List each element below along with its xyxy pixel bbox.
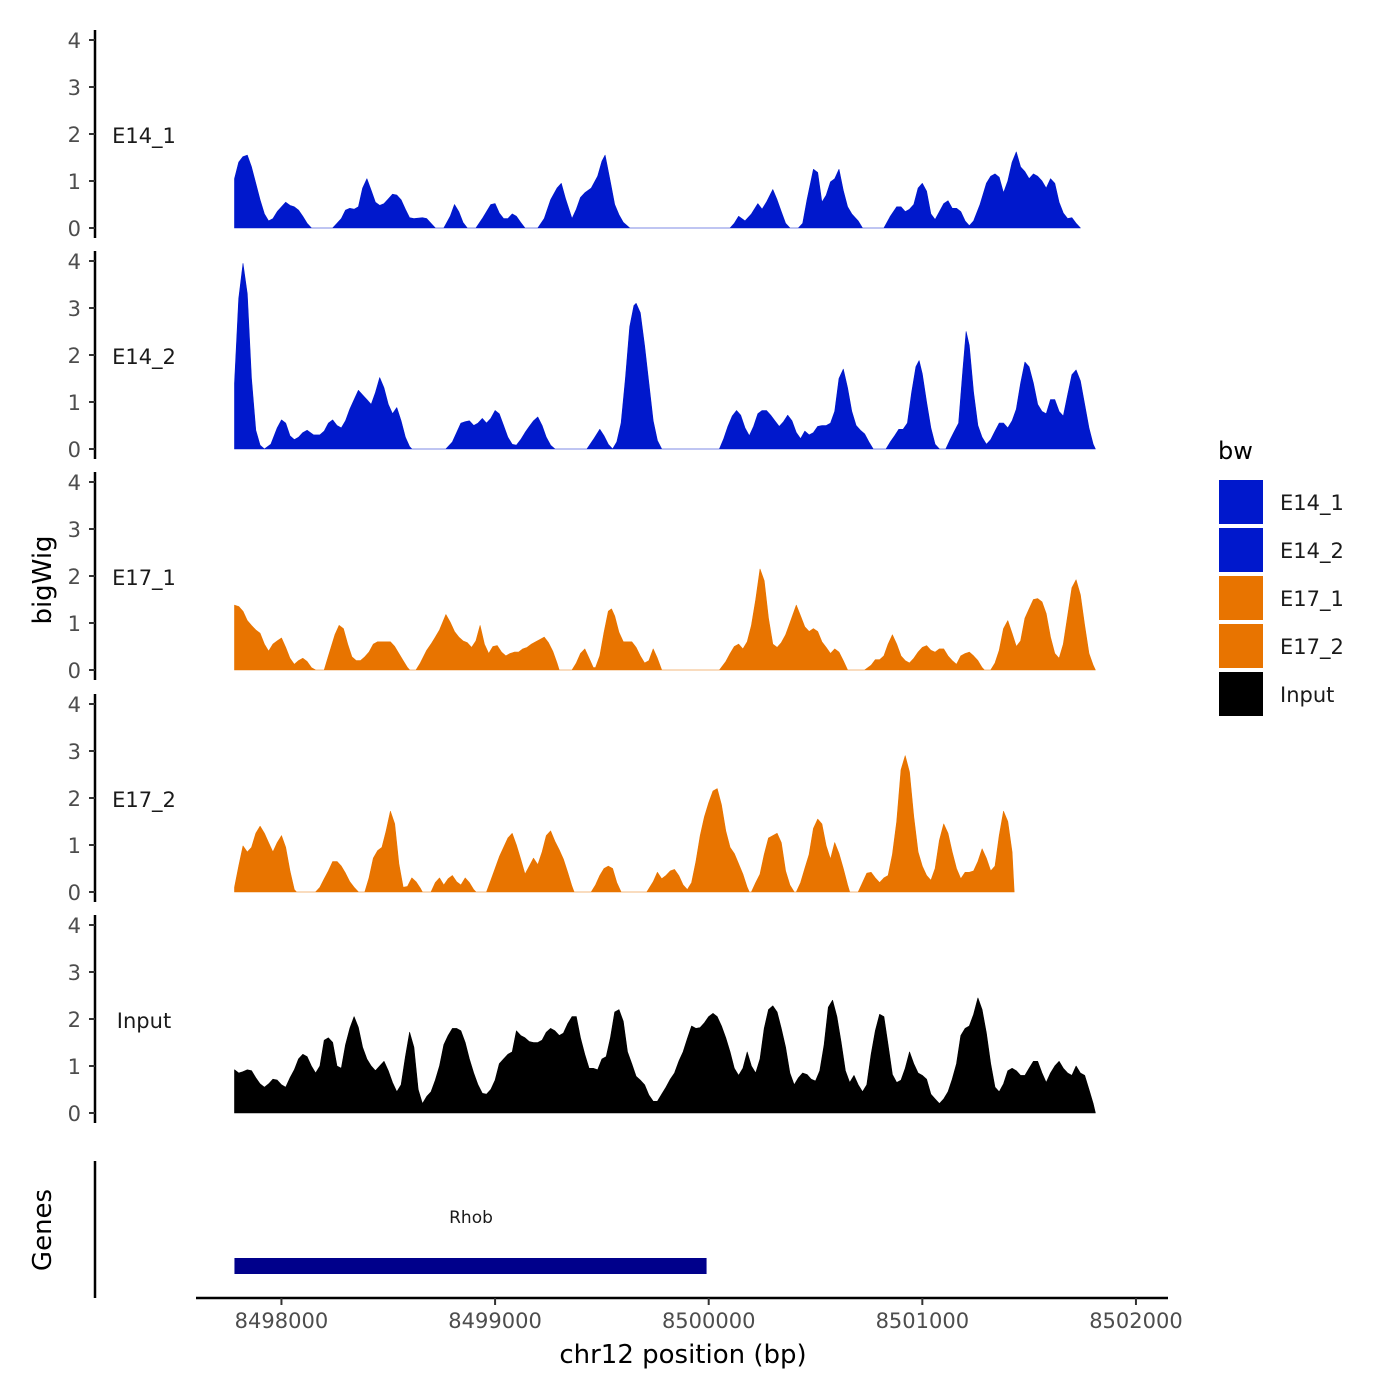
- x-tick-label: 8502000: [1089, 1309, 1183, 1333]
- gene-body-Rhob: [234, 1258, 707, 1274]
- coverage-area-Input: [234, 997, 1096, 1114]
- track-E17_2: 0 1 2 3 4 E17_2: [68, 693, 1015, 905]
- y-tick-label: 3: [68, 518, 81, 542]
- y-tick-label: 0: [68, 217, 81, 241]
- y-tick-label: 2: [68, 344, 81, 368]
- track-label-Input: Input: [117, 1009, 171, 1033]
- y-tick-label: 3: [68, 961, 81, 985]
- legend-key-Input: [1219, 672, 1263, 716]
- coverage-area-E14_2: [234, 263, 1096, 450]
- track-E17_1: 0 1 2 3 4 E17_1: [68, 471, 1096, 683]
- y-tick-label: 0: [68, 881, 81, 905]
- track-panels: 0 1 2 3 4 E14_1 0 1 2 3 4 E14_2 0 1 2 3 4 E17_1 0 1 2 3 4 E17_2…: [68, 29, 1096, 1126]
- y-tick-label: 1: [68, 1055, 81, 1079]
- legend-label-E17_2: E17_2: [1280, 635, 1344, 660]
- y-tick-label: 1: [68, 170, 81, 194]
- y-tick-label: 1: [68, 391, 81, 415]
- y-tick-label: 2: [68, 1008, 81, 1032]
- y-tick-label: 4: [68, 250, 81, 274]
- x-tick-label: 8500000: [662, 1309, 756, 1333]
- genes-axis-title: Genes: [28, 1189, 58, 1271]
- legend-label-E17_1: E17_1: [1280, 587, 1344, 612]
- genes-panel: Rhob: [93, 1161, 707, 1298]
- x-axis-title: chr12 position (bp): [559, 1340, 806, 1370]
- y-tick-label: 4: [68, 693, 81, 717]
- coverage-area-E17_1: [234, 568, 1096, 671]
- y-tick-label: 1: [68, 612, 81, 636]
- y-tick-label: 1: [68, 834, 81, 858]
- y-tick-label: 0: [68, 438, 81, 462]
- legend-key-E17_2: [1219, 624, 1263, 668]
- y-tick-label: 4: [68, 29, 81, 53]
- x-axis: 8498000 8499000 8500000 8501000 8502000: [196, 1296, 1183, 1333]
- legend-title: bw: [1218, 437, 1253, 465]
- y-tick-label: 0: [68, 659, 81, 683]
- legend-label-E14_2: E14_2: [1280, 539, 1344, 564]
- legend-label-Input: Input: [1280, 683, 1334, 707]
- y-tick-label: 3: [68, 297, 81, 321]
- y-tick-label: 3: [68, 740, 81, 764]
- track-label-E17_2: E17_2: [112, 788, 176, 813]
- x-tick-label: 8499000: [448, 1309, 542, 1333]
- y-tick-label: 3: [68, 76, 81, 100]
- y-tick-label: 2: [68, 565, 81, 589]
- gene-label-Rhob: Rhob: [449, 1208, 493, 1228]
- y-tick-label: 2: [68, 123, 81, 147]
- y-axis-title: bigWig: [28, 535, 58, 624]
- track-E14_1: 0 1 2 3 4 E14_1: [68, 29, 1081, 241]
- track-label-E14_2: E14_2: [112, 345, 176, 370]
- legend-label-E14_1: E14_1: [1280, 491, 1344, 516]
- track-Input: 0 1 2 3 4 Input: [68, 914, 1096, 1126]
- x-tick-label: 8498000: [235, 1309, 329, 1333]
- track-label-E17_1: E17_1: [112, 566, 176, 591]
- legend-key-E17_1: [1219, 576, 1263, 620]
- y-tick-label: 0: [68, 1102, 81, 1126]
- legend-key-E14_1: [1219, 480, 1263, 524]
- legend-key-E14_2: [1219, 528, 1263, 572]
- coverage-area-E14_1: [234, 151, 1081, 229]
- x-tick-label: 8501000: [876, 1309, 970, 1333]
- y-tick-label: 2: [68, 787, 81, 811]
- coverage-area-E17_2: [234, 755, 1015, 893]
- track-label-E14_1: E14_1: [112, 124, 176, 149]
- y-tick-label: 4: [68, 471, 81, 495]
- track-E14_2: 0 1 2 3 4 E14_2: [68, 250, 1096, 462]
- y-tick-label: 4: [68, 914, 81, 938]
- legend: bw E14_1 E14_2 E17_1 E17_2 Input: [1218, 437, 1344, 716]
